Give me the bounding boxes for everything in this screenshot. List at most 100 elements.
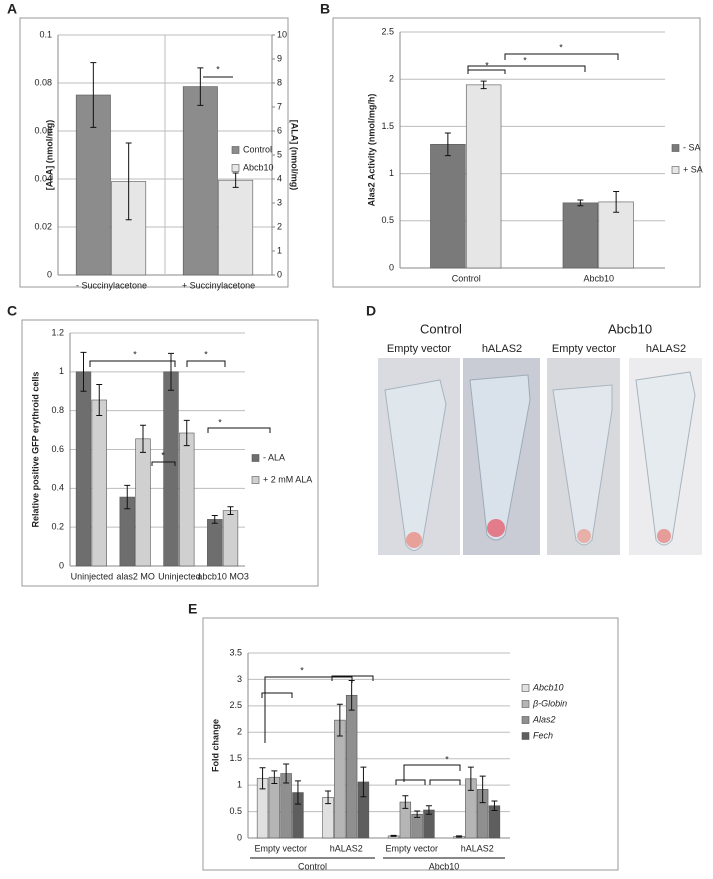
significance-bracket xyxy=(89,360,176,367)
significance-star: * xyxy=(161,450,165,460)
legend-swatch xyxy=(671,166,680,174)
error-bar xyxy=(479,775,486,804)
legend-swatch xyxy=(231,146,240,154)
y2-tick-label: 9 xyxy=(277,53,282,63)
y2-tick-label: 7 xyxy=(277,101,282,111)
y-axis-label: Relative positive GFP erythroid cells xyxy=(30,372,40,528)
y-tick-label: 3.5 xyxy=(229,647,242,657)
legend-label: Abcb10 xyxy=(532,682,564,692)
legend-label: + SA xyxy=(683,164,703,174)
group-bracket xyxy=(331,675,374,681)
legend-swatch xyxy=(671,144,680,152)
y2-tick-label: 1 xyxy=(277,245,282,255)
y-tick-label: 0 xyxy=(47,269,52,279)
legend-label: + 2 mM ALA xyxy=(263,474,312,484)
error-bar xyxy=(613,191,620,213)
legend-label: Fech xyxy=(533,730,553,740)
error-bar xyxy=(232,172,239,188)
error-bar xyxy=(183,419,190,447)
error-bar xyxy=(325,790,332,805)
panel-label: C xyxy=(7,303,17,319)
y-tick-label: 0.06 xyxy=(34,125,52,135)
significance-star: * xyxy=(445,754,449,764)
y-tick-label: 2.5 xyxy=(229,700,242,710)
y2-tick-label: 3 xyxy=(277,197,282,207)
panel-frame xyxy=(332,17,701,288)
significance-star: * xyxy=(133,349,137,359)
condition-label: hALAS2 xyxy=(482,343,522,355)
y-axis-label: Fold change xyxy=(210,719,220,772)
error-bar xyxy=(90,62,97,128)
y-tick-label: 1 xyxy=(237,780,242,790)
x-tick-label: hALAS2 xyxy=(330,843,363,853)
error-bar xyxy=(283,763,290,784)
error-bar xyxy=(360,766,367,798)
group-label: Control xyxy=(298,861,327,871)
x-tick-label: - Succinylacetone xyxy=(76,280,147,290)
condition-label: Empty vector xyxy=(387,343,452,355)
panel-label: E xyxy=(188,601,197,617)
legend-swatch xyxy=(231,164,240,172)
x-tick-label: Abcb10 xyxy=(583,273,614,283)
y-tick-label: 0.8 xyxy=(51,405,64,415)
x-tick-label: hALAS2 xyxy=(461,843,494,853)
x-tick-label: + Succinylacetone xyxy=(182,280,255,290)
bar xyxy=(163,371,179,567)
significance-bracket xyxy=(207,427,271,433)
photo-panel: D Control Abcb10 Empty vector hALAS2 Emp… xyxy=(366,303,702,555)
group-bracket xyxy=(395,779,426,785)
condition-label: hALAS2 xyxy=(646,343,686,355)
group-label: Abcb10 xyxy=(608,321,652,336)
legend-swatch xyxy=(521,716,530,724)
panel-label: B xyxy=(320,1,330,17)
bar xyxy=(218,179,254,276)
y-tick-label: 0 xyxy=(237,832,242,842)
bar xyxy=(182,86,218,276)
legend-label: Alas2 xyxy=(532,714,556,724)
bar xyxy=(222,510,239,567)
y-tick-label: 0.02 xyxy=(34,221,52,231)
significance-star: * xyxy=(204,349,208,359)
y2-tick-label: 8 xyxy=(277,77,282,87)
error-bar xyxy=(467,766,474,791)
panel-frame xyxy=(202,617,619,871)
error-bar xyxy=(197,67,204,106)
bar xyxy=(135,438,151,567)
bar xyxy=(75,371,92,567)
y-tick-label: 1.5 xyxy=(381,121,394,131)
y-tick-label: 0 xyxy=(389,262,394,272)
y2-tick-label: 2 xyxy=(277,221,282,231)
y-tick-label: 1.5 xyxy=(229,753,242,763)
y2-tick-label: 10 xyxy=(277,29,287,39)
error-bar xyxy=(140,424,146,453)
error-bar xyxy=(336,703,343,737)
error-bar xyxy=(211,515,218,524)
y-tick-label: 0.2 xyxy=(51,522,64,532)
legend-swatch xyxy=(251,476,260,484)
legend-swatch xyxy=(251,454,260,462)
legend-label: - SA xyxy=(683,142,701,152)
error-bar xyxy=(456,835,463,838)
y2-tick-label: 0 xyxy=(277,269,282,279)
error-bar xyxy=(577,199,584,207)
x-tick-label: Empty vector xyxy=(254,843,307,853)
y2-axis-label: [ALA] (nmol/mg) xyxy=(290,120,300,190)
y-tick-label: 0.04 xyxy=(34,173,52,183)
y-tick-label: 2 xyxy=(237,727,242,737)
error-bar xyxy=(227,506,234,516)
y-tick-label: 1 xyxy=(59,366,64,376)
x-tick-label: Control xyxy=(452,273,481,283)
error-bar xyxy=(125,142,132,221)
photo xyxy=(463,358,540,555)
x-tick-label: Uninjected xyxy=(71,571,114,581)
y2-tick-label: 6 xyxy=(277,125,282,135)
error-bar xyxy=(480,80,487,90)
significance-star: * xyxy=(485,60,489,70)
panel-label: D xyxy=(366,303,376,319)
group-bracket xyxy=(429,779,461,785)
y-tick-label: 3 xyxy=(237,674,242,684)
photo xyxy=(629,358,702,555)
y-axis-label: [ALA] (nmol/mg) xyxy=(44,120,54,190)
error-bar xyxy=(294,780,301,805)
